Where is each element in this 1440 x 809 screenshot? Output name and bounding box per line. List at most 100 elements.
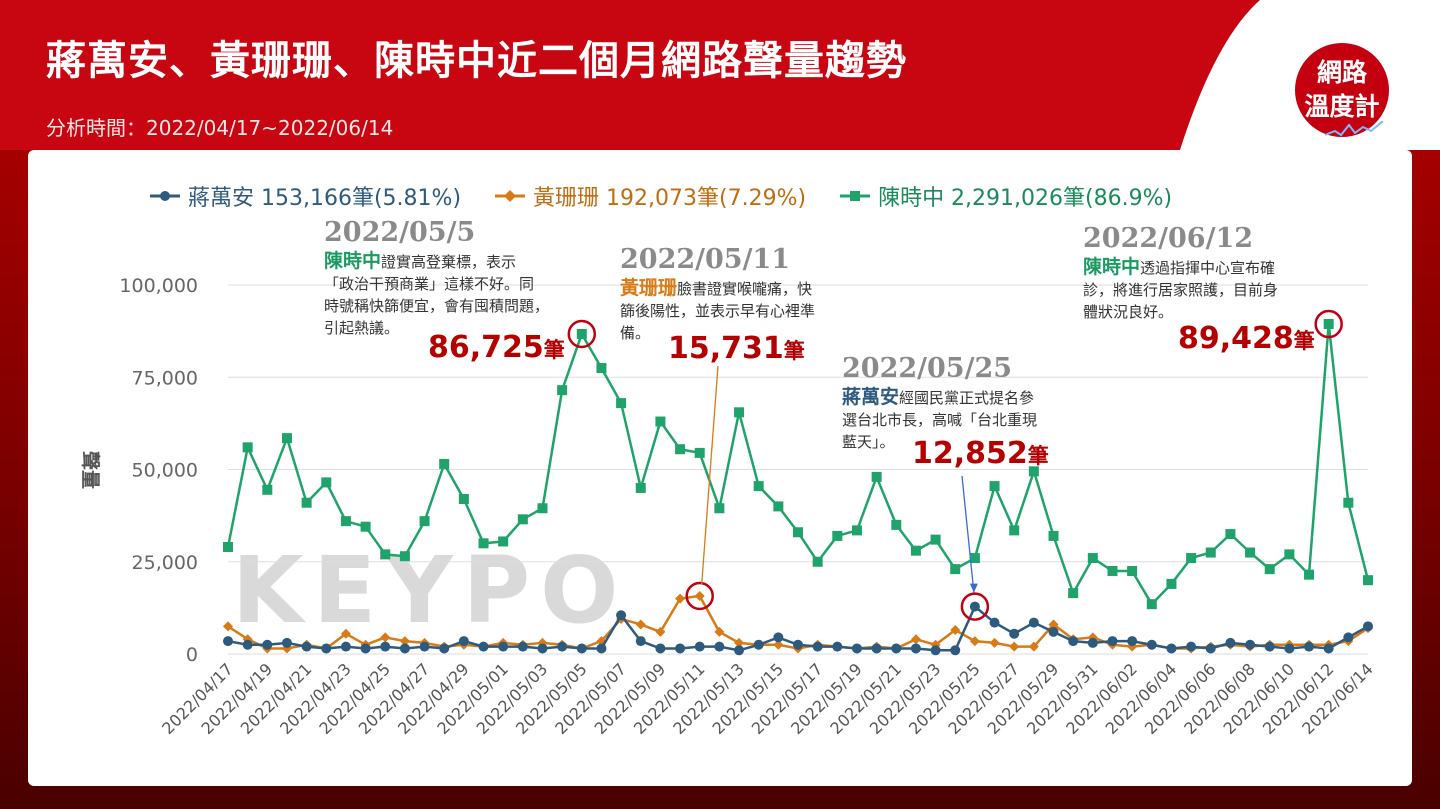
annotation-0525: 2022/05/25 蔣萬安經國民黨正式提名參 選台北市長，高喊「台北重現 藍天… [842, 352, 1092, 453]
data-point [734, 645, 745, 656]
data-point [910, 634, 921, 645]
data-point [321, 477, 332, 488]
data-point [1087, 637, 1098, 648]
data-point [399, 643, 410, 654]
annotation-text: 時號稱快篩便宜，會有囤積問題， [324, 297, 550, 315]
logo-line-2: 溫度計 [1304, 92, 1380, 121]
annotation-0505: 2022/05/5 陳時中證實高登棄標，表示 「政治干預商業」這樣不好。同 時號… [324, 216, 604, 339]
data-point [380, 549, 391, 560]
data-point [851, 525, 862, 536]
annotation-date: 2022/05/11 [620, 244, 791, 275]
data-point [537, 503, 548, 514]
data-point [498, 641, 509, 652]
data-point [517, 514, 528, 525]
peak-value-0505: 86,725筆 [428, 330, 565, 365]
data-point [1225, 529, 1236, 540]
data-point [1304, 641, 1315, 652]
annotation-0511: 2022/05/11 黃珊珊臉書證實喉嚨痛，快 篩後陽性，並表示早有心裡準 備。 [620, 243, 870, 344]
data-point [399, 551, 410, 562]
data-point [557, 385, 568, 396]
annotation-text: 篩後陽性，並表示早有心裡準 [620, 302, 816, 320]
data-point [675, 593, 686, 604]
annotation-text: 證實高登棄標，表示 [381, 253, 517, 271]
annotation-date: 2022/06/12 [1083, 223, 1254, 254]
data-point [1068, 588, 1079, 599]
annotation-text: 「政治干預商業」這樣不好。同 [324, 275, 535, 293]
data-point [1304, 569, 1315, 580]
data-point [478, 538, 489, 549]
data-point [1186, 553, 1197, 564]
annotation-text: 選台北市長，高喊「台北重現 [842, 411, 1038, 429]
page-title: 蔣萬安、黃珊珊、陳時中近二個月網路聲量趨勢 [46, 38, 907, 84]
data-point [910, 545, 921, 556]
data-point [1205, 547, 1216, 558]
annotation-text: 透過指揮中心宣布確 [1140, 259, 1276, 277]
data-point [399, 636, 410, 647]
data-point [694, 641, 705, 652]
y-tick-label: 25,000 [132, 552, 198, 574]
data-point [1245, 639, 1256, 650]
data-point [517, 641, 528, 652]
peak-value-0525: 12,852筆 [912, 436, 1049, 471]
data-point [793, 527, 803, 538]
data-point [773, 639, 784, 650]
highlight-ring [960, 592, 990, 621]
data-point [223, 541, 233, 552]
data-point [301, 497, 312, 508]
data-point [537, 643, 548, 654]
network-thermometer-logo: 網路 溫度計 [1292, 40, 1392, 140]
annotation-text: 臉書證實喉嚨痛，快 [677, 280, 813, 298]
data-point [1186, 641, 1197, 652]
analysis-period: 分析時間：2022/04/17~2022/06/14 [46, 116, 394, 140]
data-point [596, 643, 607, 654]
data-point [1127, 565, 1138, 576]
data-point [557, 641, 568, 652]
data-point [498, 536, 509, 547]
data-point [360, 521, 371, 532]
data-point [281, 637, 292, 648]
data-point [1068, 636, 1079, 647]
data-point [871, 471, 882, 482]
data-point [812, 556, 823, 567]
data-point [694, 447, 705, 458]
data-point [458, 636, 469, 647]
data-point [596, 363, 607, 374]
data-point [1363, 575, 1373, 586]
data-point [851, 643, 862, 654]
data-point [1146, 599, 1157, 610]
annotation-text: 備。 [620, 324, 651, 342]
legend-label: 陳時中 2,291,026筆(86.9%) [878, 186, 1173, 211]
data-point [1009, 525, 1020, 536]
chart-panel [28, 150, 1412, 786]
data-point [242, 442, 253, 453]
legend: 蔣萬安 153,166筆(5.81%) 黃珊珊 192,073筆(7.29%) … [150, 180, 1172, 212]
data-point [714, 641, 725, 652]
annotation-text: 體狀況良好。 [1083, 303, 1174, 321]
highlight-ring [567, 319, 597, 349]
data-point [675, 643, 686, 654]
data-point [262, 484, 273, 495]
data-point [576, 328, 587, 339]
data-point [832, 530, 843, 541]
annotation-date: 2022/05/25 [842, 353, 1013, 384]
annotation-person: 陳時中 [1083, 256, 1141, 278]
data-point [478, 641, 489, 652]
pulse-icon [1325, 121, 1384, 137]
peak-value-0612: 89,428筆 [1178, 321, 1315, 356]
data-point [930, 645, 941, 656]
data-point [616, 610, 627, 621]
data-point [812, 641, 823, 652]
annotation-text: 藍天」。 [842, 433, 895, 451]
annotation-text: 診，將進行居家照護，目前身 [1083, 281, 1279, 299]
data-point [242, 639, 253, 650]
y-tick-label: 0 [186, 644, 198, 666]
annotation-arrow [961, 475, 975, 593]
data-point [380, 641, 391, 652]
peak-value-0511: 15,731筆 [668, 331, 805, 366]
data-point [714, 503, 725, 514]
data-point [635, 482, 646, 493]
data-point [262, 639, 273, 650]
data-point [1009, 641, 1020, 652]
data-point [1107, 636, 1118, 647]
annotation-arrow [701, 365, 719, 585]
